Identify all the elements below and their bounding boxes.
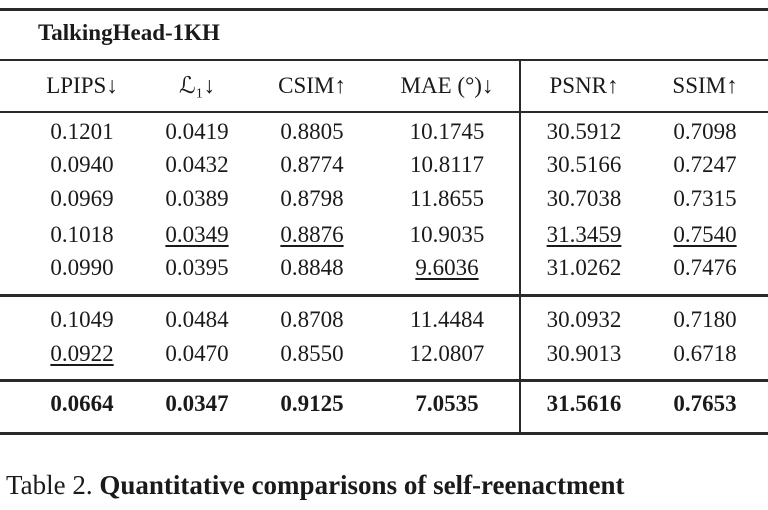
ours-cell: 31.5616 <box>546 391 622 416</box>
table-cell: 0.0395 <box>165 255 229 280</box>
table-cell: 30.0932 <box>546 307 622 332</box>
caption-label: Table 2. <box>6 470 93 500</box>
column-header: SSIM↑ <box>672 73 738 98</box>
table-cell: 0.0470 <box>165 341 229 366</box>
table-cell: 0.1201 <box>50 119 114 144</box>
table-cell: 0.7098 <box>673 119 737 144</box>
table-cell: 0.0484 <box>165 307 229 332</box>
table-cell: 30.7038 <box>546 186 622 211</box>
column-header: CSIM↑ <box>278 73 346 98</box>
table-cell: 0.0349 <box>165 222 229 247</box>
header-rule <box>0 111 768 113</box>
table-cell: 0.7247 <box>673 152 737 177</box>
column-header: ℒ₁↓ <box>178 73 216 98</box>
table-cell: 10.1745 <box>409 119 485 144</box>
table-cell: 0.6718 <box>673 341 737 366</box>
dataset-label: TalkingHead-1KH <box>38 20 220 45</box>
table-cell: 0.8708 <box>280 307 344 332</box>
table-cell: 0.1049 <box>50 307 114 332</box>
table-cell: 30.9013 <box>546 341 622 366</box>
table-cell: 11.4484 <box>410 307 484 332</box>
ours-cell: 0.7653 <box>673 391 737 416</box>
table-cell: 0.0990 <box>50 255 114 280</box>
table-cell: 0.7540 <box>673 222 737 247</box>
dataset-rule <box>0 59 768 61</box>
table-cell: 0.0419 <box>165 119 229 144</box>
table-cell: 11.8655 <box>410 186 484 211</box>
table-cell: 12.0807 <box>409 341 485 366</box>
table-cell: 0.0432 <box>165 152 229 177</box>
caption-text: Quantitative comparisons of self-reenact… <box>99 470 625 500</box>
table-cell: 0.7476 <box>673 255 737 280</box>
table-cell: 0.0940 <box>50 152 114 177</box>
column-divider <box>519 60 521 432</box>
ours-cell: 0.0347 <box>165 391 229 416</box>
table-cell: 0.7180 <box>673 307 737 332</box>
table-cell: 10.9035 <box>409 222 485 247</box>
table-cell: 31.0262 <box>546 255 622 280</box>
table-cell: 0.8550 <box>280 341 344 366</box>
table-cell: 0.0389 <box>165 186 229 211</box>
ours-rule-top <box>0 379 768 382</box>
table-cell: 0.8805 <box>280 119 344 144</box>
table-cell: 0.0969 <box>50 186 114 211</box>
group-rule <box>0 294 768 297</box>
table-cell: 0.1018 <box>50 222 114 247</box>
column-header: PSNR↑ <box>549 73 619 98</box>
top-rule <box>0 8 768 11</box>
table-caption: Table 2. Quantitative comparisons of sel… <box>6 470 624 501</box>
table-cell: 0.7315 <box>673 186 737 211</box>
table-cell: 0.8876 <box>280 222 344 247</box>
table-cell: 30.5166 <box>546 152 622 177</box>
table-cell: 0.0922 <box>50 341 114 366</box>
table-cell: 9.6036 <box>415 255 479 280</box>
column-header: LPIPS↓ <box>46 73 118 98</box>
ours-cell: 7.0535 <box>415 391 479 416</box>
table-cell: 31.3459 <box>546 222 622 247</box>
ours-cell: 0.9125 <box>280 391 344 416</box>
bottom-rule <box>0 432 768 435</box>
column-header: MAE (°)↓ <box>400 73 494 98</box>
table-cell: 0.8774 <box>280 152 344 177</box>
table-cell: 0.8798 <box>280 186 344 211</box>
table-cell: 10.8117 <box>410 152 484 177</box>
ours-cell: 0.0664 <box>50 391 114 416</box>
table-cell: 30.5912 <box>546 119 622 144</box>
table-cell: 0.8848 <box>280 255 344 280</box>
